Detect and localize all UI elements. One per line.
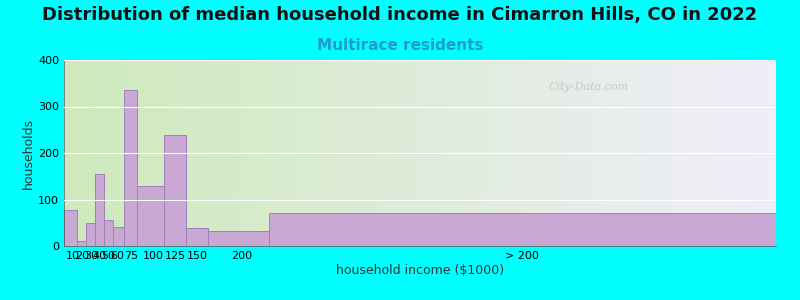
Bar xyxy=(78,242,86,246)
Text: Multirace residents: Multirace residents xyxy=(317,38,483,52)
Bar xyxy=(64,210,78,246)
Bar xyxy=(208,231,269,246)
Bar xyxy=(104,220,113,246)
Bar xyxy=(269,214,776,246)
Bar xyxy=(86,223,95,246)
Bar xyxy=(164,135,186,246)
Bar xyxy=(186,228,208,246)
Text: Distribution of median household income in Cimarron Hills, CO in 2022: Distribution of median household income … xyxy=(42,6,758,24)
Text: City-Data.com: City-Data.com xyxy=(548,82,628,92)
Bar xyxy=(124,90,137,246)
X-axis label: household income ($1000): household income ($1000) xyxy=(336,264,504,277)
Bar xyxy=(95,174,104,246)
Bar xyxy=(137,185,164,246)
Y-axis label: households: households xyxy=(22,117,35,189)
Bar xyxy=(113,227,124,246)
